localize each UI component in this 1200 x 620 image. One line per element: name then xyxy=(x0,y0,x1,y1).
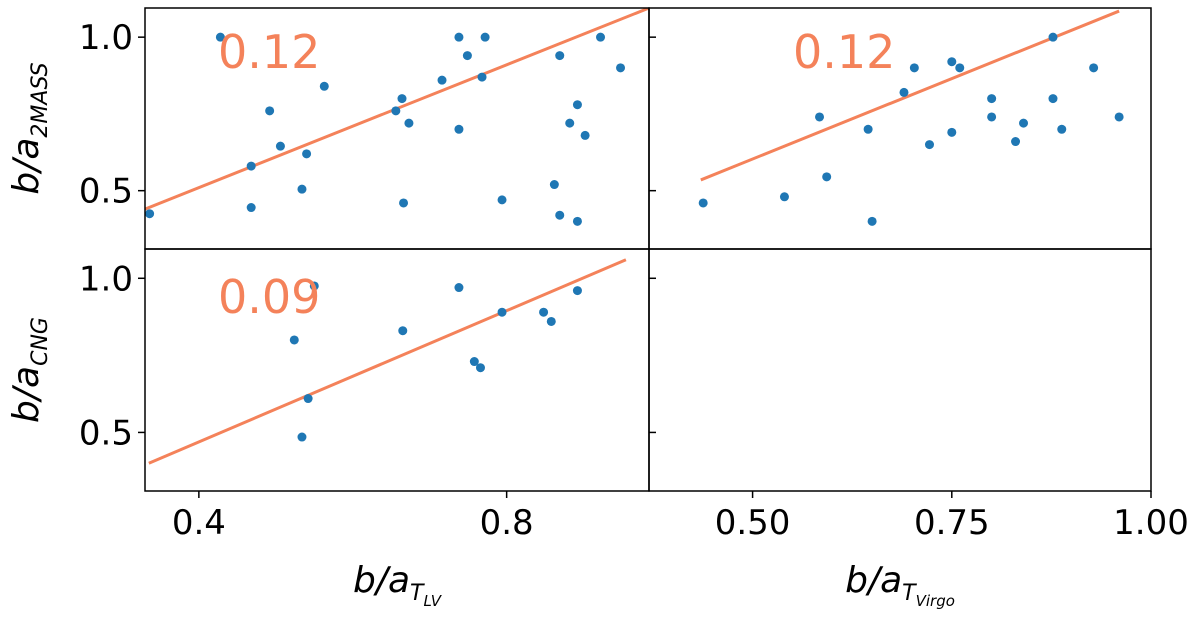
data-point xyxy=(546,316,556,326)
data-point xyxy=(319,81,329,91)
panel-frame xyxy=(648,248,1152,492)
data-point xyxy=(246,161,256,171)
x-tick-label: 1.00 xyxy=(1113,503,1189,543)
data-point xyxy=(863,124,873,134)
data-point xyxy=(779,192,789,202)
data-point xyxy=(303,394,313,404)
panel-top-right: 0.12 xyxy=(648,7,1152,250)
data-point xyxy=(297,432,307,442)
data-point xyxy=(1019,118,1029,128)
data-point xyxy=(947,127,957,137)
y-axis-label: b/a2MASS xyxy=(6,62,53,194)
data-point xyxy=(572,286,582,296)
data-point xyxy=(399,198,409,208)
y-tick-label: 1.0 xyxy=(79,18,133,58)
data-point xyxy=(454,124,464,134)
data-point xyxy=(580,130,590,140)
data-point xyxy=(404,118,414,128)
data-point xyxy=(497,195,507,205)
data-point xyxy=(1114,112,1124,122)
panel-bottom-left: 0.09 0.5 1.0 0.4 0.8 b/aCNG b/aTLV xyxy=(6,248,656,610)
data-point xyxy=(246,203,256,213)
data-point xyxy=(555,51,565,61)
data-point xyxy=(302,149,312,159)
data-point xyxy=(924,140,934,150)
data-point xyxy=(462,51,472,61)
y-tick-label: 0.5 xyxy=(79,413,133,453)
panel-frame xyxy=(648,7,1152,250)
data-point xyxy=(549,180,559,190)
x-tick-label: 0.4 xyxy=(172,503,226,543)
data-point xyxy=(297,184,307,194)
data-point xyxy=(289,335,299,345)
panel-bottom-right: 0.50 0.75 1.00 b/aTVirgo xyxy=(648,248,1189,610)
y-tick-label: 1.0 xyxy=(79,259,133,299)
data-point xyxy=(477,72,487,82)
data-point xyxy=(947,57,957,67)
data-point xyxy=(867,216,877,226)
y-axis-label: b/aCNG xyxy=(6,317,53,423)
data-point xyxy=(454,32,464,42)
data-point xyxy=(822,172,832,182)
data-point xyxy=(1057,124,1067,134)
data-point xyxy=(565,118,575,128)
y-tick-label: 0.5 xyxy=(79,172,133,212)
data-point xyxy=(454,283,464,293)
data-point xyxy=(987,94,997,104)
data-point xyxy=(698,198,708,208)
data-point xyxy=(1048,94,1058,104)
fit-line xyxy=(148,258,627,465)
data-point xyxy=(616,63,626,73)
data-point xyxy=(815,112,825,122)
data-point xyxy=(480,32,490,42)
data-point xyxy=(1089,63,1099,73)
data-point xyxy=(572,216,582,226)
data-point xyxy=(309,281,319,291)
panel-top-left: 0.12 0.5 1.0 b/a2MASS xyxy=(6,7,656,250)
data-point xyxy=(1011,137,1021,147)
data-point xyxy=(469,357,479,367)
correlation-annotation: 0.12 xyxy=(793,25,895,79)
data-point xyxy=(899,87,909,97)
data-point xyxy=(1048,32,1058,42)
data-point xyxy=(555,210,565,220)
data-point xyxy=(437,75,447,85)
x-tick-label: 0.50 xyxy=(715,503,791,543)
data-point xyxy=(398,326,408,336)
data-point xyxy=(539,307,549,317)
data-point xyxy=(572,100,582,110)
x-tick-label: 0.8 xyxy=(480,503,534,543)
data-point xyxy=(391,106,401,116)
data-point xyxy=(265,106,275,116)
data-point xyxy=(145,209,155,219)
correlation-annotation: 0.12 xyxy=(218,25,320,79)
x-axis-label: b/aTLV xyxy=(353,560,443,610)
correlation-annotation: 0.09 xyxy=(218,270,320,324)
data-point xyxy=(397,94,407,104)
data-point xyxy=(596,32,606,42)
data-point xyxy=(909,63,919,73)
data-point xyxy=(987,112,997,122)
data-point xyxy=(275,141,285,151)
data-point xyxy=(497,307,507,317)
x-tick-label: 0.75 xyxy=(914,503,990,543)
data-point xyxy=(215,32,225,42)
data-point xyxy=(475,363,485,373)
data-point xyxy=(955,63,965,73)
x-axis-label: b/aTVirgo xyxy=(845,560,955,610)
